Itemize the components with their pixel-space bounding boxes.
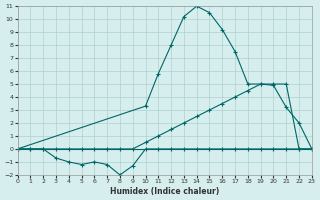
X-axis label: Humidex (Indice chaleur): Humidex (Indice chaleur) [110,187,219,196]
